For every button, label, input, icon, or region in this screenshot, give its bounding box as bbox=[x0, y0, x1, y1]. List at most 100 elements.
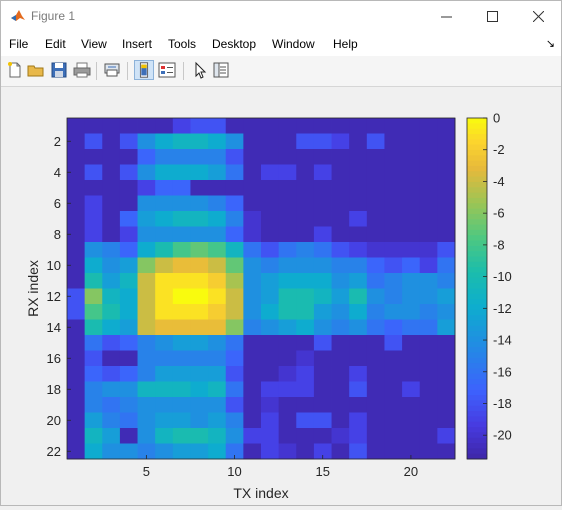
open-file-icon[interactable] bbox=[26, 60, 46, 80]
menu-edit[interactable]: Edit bbox=[45, 37, 66, 51]
heatmap-cell bbox=[261, 288, 280, 305]
heatmap-cell bbox=[208, 180, 227, 196]
heatmap-cell bbox=[296, 319, 315, 336]
heatmap-cell bbox=[67, 273, 86, 289]
heatmap-cell bbox=[137, 304, 156, 320]
colorbar-segment bbox=[467, 363, 487, 369]
heatmap-cell bbox=[331, 273, 350, 289]
close-button[interactable] bbox=[515, 1, 561, 32]
colorbar-segment bbox=[467, 203, 487, 210]
heatmap-cell bbox=[384, 133, 403, 150]
heatmap-cell bbox=[366, 226, 385, 243]
heatmap-cell bbox=[402, 257, 421, 274]
heatmap-cell bbox=[331, 164, 350, 181]
heatmap-cell bbox=[190, 118, 209, 134]
heatmap-cell bbox=[296, 428, 315, 444]
title-bar[interactable]: Figure 1 bbox=[1, 1, 561, 32]
heatmap-cell bbox=[102, 335, 121, 351]
heatmap-cell bbox=[419, 412, 438, 429]
heatmap-cell bbox=[366, 350, 385, 367]
heatmap-cell bbox=[313, 366, 332, 382]
maximize-icon bbox=[486, 11, 498, 22]
colorbar-segment bbox=[467, 261, 487, 268]
menu-view[interactable]: View bbox=[81, 37, 107, 51]
colorbar-segment bbox=[467, 187, 487, 194]
link-plot-icon[interactable] bbox=[134, 60, 154, 80]
heatmap-cell bbox=[349, 319, 368, 336]
heatmap-cell bbox=[119, 242, 138, 258]
heatmap-cell bbox=[119, 288, 138, 305]
heatmap-cell bbox=[119, 428, 138, 444]
colorbar-segment bbox=[467, 251, 487, 258]
heatmap-cell bbox=[419, 180, 438, 196]
colorbar-segment bbox=[467, 443, 487, 449]
heatmap-cell bbox=[366, 149, 385, 165]
heatmap-cell bbox=[84, 366, 103, 382]
dock-arrow-icon[interactable]: ↘ bbox=[545, 38, 555, 50]
heatmap-cell bbox=[313, 180, 332, 196]
heatmap-cell bbox=[296, 118, 315, 134]
heatmap-cell bbox=[119, 180, 138, 196]
heatmap-cell bbox=[119, 381, 138, 398]
colorbar-segment bbox=[467, 144, 487, 151]
heatmap-cell bbox=[225, 226, 244, 243]
heatmap-cell bbox=[313, 304, 332, 320]
heatmap-cell bbox=[384, 335, 403, 351]
colorbar-tick-label: -8 bbox=[493, 237, 505, 252]
toolbar-separator bbox=[183, 62, 184, 80]
heatmap-cell bbox=[102, 350, 121, 367]
new-figure-icon[interactable] bbox=[5, 60, 25, 80]
colorbar-segment bbox=[467, 368, 487, 375]
menu-desktop[interactable]: Desktop bbox=[212, 37, 257, 51]
property-inspector-icon[interactable] bbox=[211, 60, 231, 80]
heatmap-cell bbox=[402, 195, 421, 212]
heatmap-cell bbox=[102, 242, 121, 258]
heatmap-cell bbox=[119, 273, 138, 289]
heatmap-cell bbox=[208, 257, 227, 274]
heatmap-cell bbox=[208, 288, 227, 305]
colorbar-segment bbox=[467, 293, 487, 300]
heatmap-cell bbox=[119, 397, 138, 413]
menu-file[interactable]: File bbox=[9, 37, 29, 51]
heatmap-cell bbox=[313, 133, 332, 150]
heatmap-cell bbox=[84, 335, 103, 351]
heatmap-cell bbox=[67, 288, 86, 305]
heatmap-cell bbox=[384, 397, 403, 413]
menu-tools[interactable]: Tools bbox=[168, 37, 197, 51]
colorbar-segment bbox=[467, 160, 487, 167]
menu-window[interactable]: Window bbox=[272, 37, 315, 51]
colorbar-segment bbox=[467, 389, 487, 396]
colorbar[interactable]: 0 -2 -4 -6 -8 -10 -12 -14 -16 -18 -20 bbox=[466, 111, 512, 460]
heatmap-cell bbox=[437, 149, 456, 165]
heatmap-cell bbox=[190, 257, 209, 274]
heatmap-cell bbox=[366, 443, 385, 460]
insert-legend-icon[interactable] bbox=[157, 60, 177, 80]
heatmap-cell bbox=[190, 149, 209, 165]
pointer-icon[interactable] bbox=[190, 60, 210, 80]
print-icon[interactable] bbox=[72, 60, 92, 80]
heatmap-cell bbox=[261, 180, 280, 196]
heatmap-cell bbox=[172, 397, 191, 413]
colorbar-segment bbox=[467, 432, 487, 439]
colorbar-segment bbox=[467, 437, 487, 444]
heatmap-cell bbox=[278, 211, 297, 227]
heatmap-cell bbox=[67, 335, 86, 351]
colorbar-segment bbox=[467, 405, 487, 412]
y-tick-label: 4 bbox=[54, 165, 61, 180]
menu-insert[interactable]: Insert bbox=[122, 37, 153, 51]
heatmap-cell bbox=[208, 211, 227, 227]
heatmap-cell bbox=[296, 164, 315, 181]
heatmap-cell bbox=[331, 428, 350, 444]
print-preview-icon[interactable] bbox=[102, 60, 122, 80]
heatmap-cell bbox=[172, 350, 191, 367]
menu-help[interactable]: Help bbox=[333, 37, 358, 51]
heatmap-cell bbox=[208, 443, 227, 460]
heatmap-cell bbox=[349, 288, 368, 305]
heatmap-cell bbox=[296, 211, 315, 227]
heatmap-cell bbox=[225, 180, 244, 196]
maximize-button[interactable] bbox=[469, 1, 515, 32]
minimize-button[interactable] bbox=[423, 1, 469, 32]
save-icon[interactable] bbox=[49, 60, 69, 80]
heatmap-cell bbox=[349, 133, 368, 150]
heatmap-cell bbox=[208, 273, 227, 289]
